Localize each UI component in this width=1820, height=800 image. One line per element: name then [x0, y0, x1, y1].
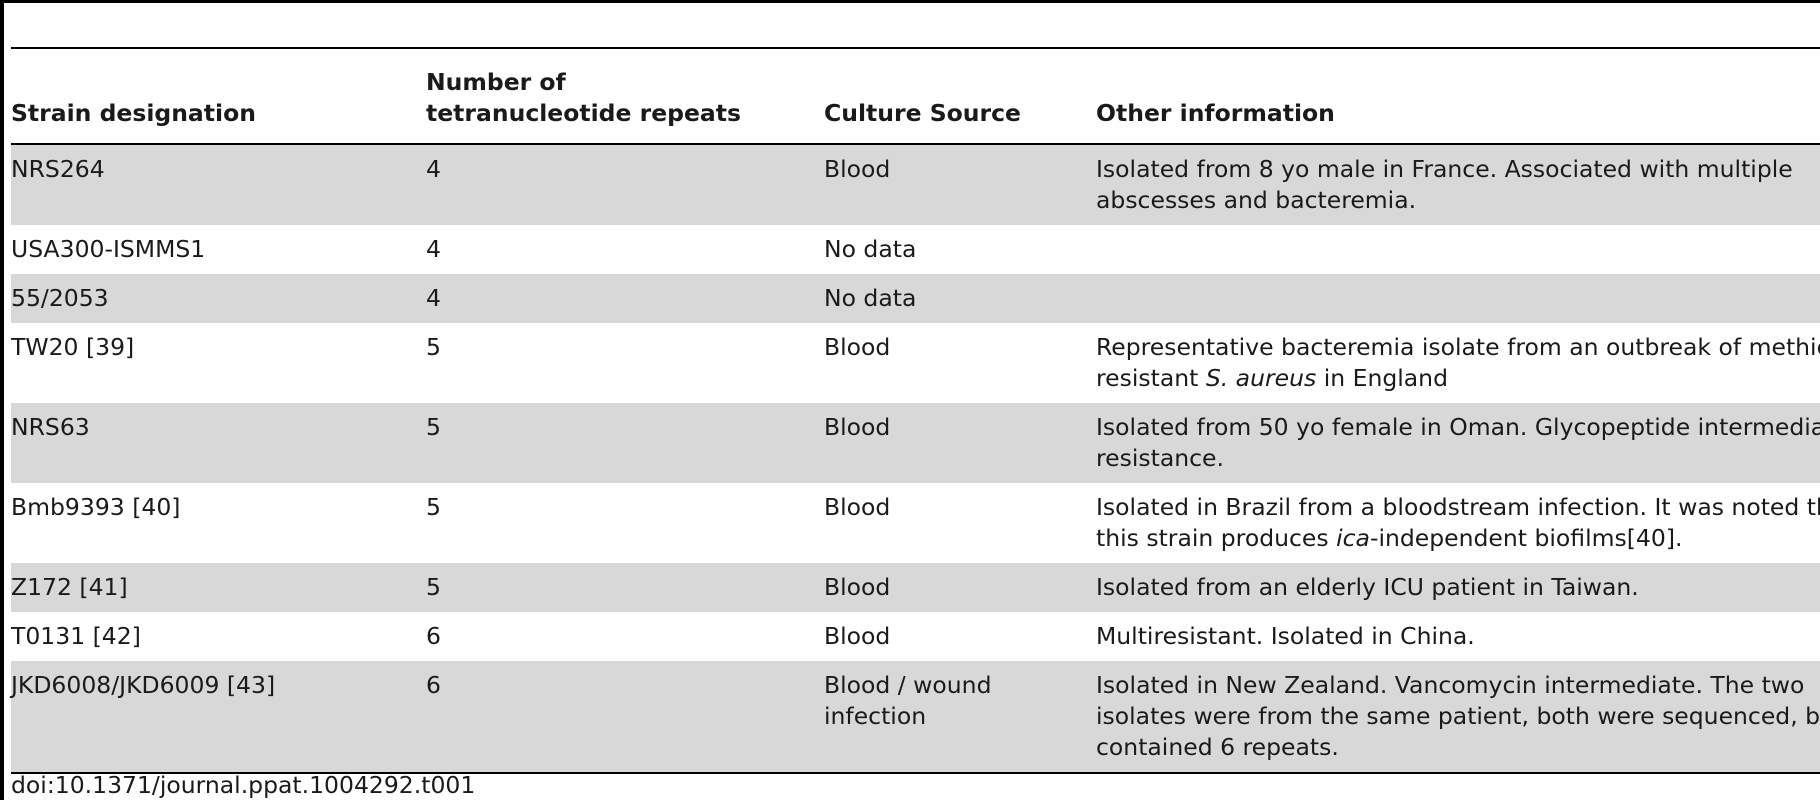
table-row: T0131 [42] 6 Blood Multiresistant. Isolated…: [11, 612, 1820, 661]
info-line: Isolated from an elderly ICU patient in …: [1096, 573, 1639, 601]
cell-strain: NRS63: [11, 403, 426, 483]
info-line: Isolated from 50 yo female in Oman. Glyc…: [1096, 413, 1820, 441]
cell-culture-source: Blood: [824, 493, 891, 521]
header-repeats-text: Number of tetranucleotide repeats: [426, 68, 741, 127]
info-line: Representative bacteremia isolate from a…: [1096, 332, 1820, 363]
cell-other-information: [1096, 274, 1820, 323]
culture-source-line: Blood / wound: [824, 671, 992, 699]
cell-other-information: Representative bacteremia isolate from a…: [1096, 323, 1820, 403]
cell-strain: 55/2053: [11, 274, 426, 323]
cell-other-information: [1096, 225, 1820, 274]
cell-repeats: 6: [426, 622, 441, 650]
info-line: resistant S. aureus in England: [1096, 363, 1820, 394]
doi-caption: doi:10.1371/journal.ppat.1004292.t001: [11, 771, 476, 799]
cell-repeats: 4: [426, 144, 824, 225]
table-row: Z172 [41] 5 Blood Isolated from an elderly …: [11, 563, 1820, 612]
cell-other-information: Isolated in New Zealand. Vancomycin inte…: [1096, 661, 1820, 774]
info-line: abscesses and bacteremia.: [1096, 186, 1417, 214]
cell-repeats: 5: [426, 403, 824, 483]
cell-other-information: Isolated from 50 yo female in Oman. Glyc…: [1096, 403, 1820, 483]
cell-repeats: 4: [426, 235, 441, 263]
info-italic-text: S. aureus: [1205, 364, 1317, 392]
table-row: JKD6008/JKD6009 [43] 6 Blood / wound infect…: [11, 661, 1820, 774]
info-line: Isolated from 8 yo male in France. Assoc…: [1096, 155, 1793, 183]
info-text: Isolated in Brazil from a bloodstream in…: [1096, 493, 1820, 521]
cell-other-information: Isolated from an elderly ICU patient in …: [1096, 563, 1820, 612]
culture-source-line: infection: [824, 702, 927, 730]
cell-repeats: 6: [426, 661, 824, 774]
info-text: Representative bacteremia isolate from a…: [1096, 333, 1820, 361]
header-strain-designation: Strain designation: [11, 47, 426, 145]
cell-culture-source: No data: [824, 274, 1096, 323]
info-italic-text: ica: [1336, 524, 1370, 552]
info-line: this strain produces ica-independent bio…: [1096, 523, 1820, 554]
table-row: Bmb9393 [40] 5 Blood Isolated in Brazil fro…: [11, 483, 1820, 563]
info-text: this strain produces: [1096, 524, 1337, 552]
cell-repeats: 4: [426, 274, 824, 323]
cell-culture-source: Blood: [824, 622, 891, 650]
cell-culture-source: Blood / wound infection: [824, 661, 1096, 774]
table-row: TW20 [39] 5 Blood Representative bacteremia…: [11, 323, 1820, 403]
table-row: NRS63 5 Blood Isolated from 50 yo female in…: [11, 403, 1820, 483]
cell-culture-source: No data: [824, 235, 917, 263]
left-rule: [0, 0, 4, 800]
table-row: 55/2053 4 No data: [11, 274, 1820, 323]
table-row: USA300-ISMMS1 4 No data: [11, 225, 1820, 274]
cell-culture-source: Blood: [824, 333, 891, 361]
cell-culture-source: Blood: [824, 563, 1096, 612]
table-container: Strain designation Number of tetranucleo…: [11, 47, 1820, 774]
cell-strain: Bmb9393 [40]: [11, 493, 181, 521]
cell-strain: USA300-ISMMS1: [11, 235, 206, 263]
info-text: resistant: [1096, 364, 1206, 392]
info-line: resistance.: [1096, 444, 1224, 472]
cell-other-information: Isolated from 8 yo male in France. Assoc…: [1096, 144, 1820, 225]
info-line: Isolated in New Zealand. Vancomycin inte…: [1096, 671, 1805, 699]
cell-culture-source: Blood: [824, 403, 1096, 483]
info-line: contained 6 repeats.: [1096, 733, 1339, 761]
cell-strain: JKD6008/JKD6009 [43]: [11, 661, 426, 774]
cell-repeats: 5: [426, 333, 441, 361]
cell-repeats: 5: [426, 563, 824, 612]
strain-table: Strain designation Number of tetranucleo…: [11, 47, 1820, 774]
cell-other-information: Isolated in Brazil from a bloodstream in…: [1096, 483, 1820, 563]
cell-strain: Z172 [41]: [11, 563, 426, 612]
info-line: Isolated in Brazil from a bloodstream in…: [1096, 492, 1820, 523]
cell-strain: NRS264: [11, 144, 426, 225]
info-text: in England: [1316, 364, 1448, 392]
cell-strain: T0131 [42]: [11, 622, 141, 650]
cell-repeats: 5: [426, 493, 441, 521]
header-other-information: Other information: [1096, 47, 1820, 145]
cell-other-information: Multiresistant. Isolated in China.: [1096, 612, 1820, 661]
header-tetranucleotide-repeats: Number of tetranucleotide repeats: [426, 47, 824, 145]
info-text: -independent biofilms[40].: [1369, 524, 1683, 552]
info-line: isolates were from the same patient, bot…: [1096, 702, 1820, 730]
table-body: NRS264 4 Blood Isolated from 8 yo male in F…: [11, 144, 1820, 774]
top-rule: [0, 0, 1820, 3]
cell-culture-source: Blood: [824, 144, 1096, 225]
header-culture-source: Culture Source: [824, 47, 1096, 145]
info-line: Multiresistant. Isolated in China.: [1096, 622, 1475, 650]
cell-strain: TW20 [39]: [11, 333, 135, 361]
table-header-row: Strain designation Number of tetranucleo…: [11, 47, 1820, 145]
table-row: NRS264 4 Blood Isolated from 8 yo male in F…: [11, 144, 1820, 225]
